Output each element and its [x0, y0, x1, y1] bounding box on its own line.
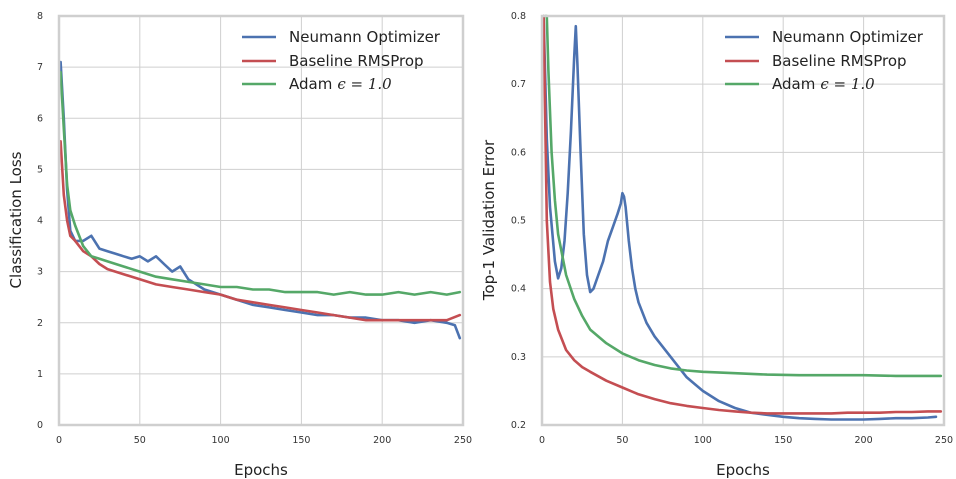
- y-tick-label: 8: [37, 11, 43, 22]
- y-tick-label: 0.4: [511, 284, 526, 295]
- x-tick-label: 0: [56, 435, 62, 446]
- x-tick-label: 50: [616, 435, 628, 446]
- x-tick-label: 100: [694, 435, 712, 446]
- legend-adam-epsilon: ϵ = 1.0: [337, 75, 392, 93]
- adam-line: [59, 70, 462, 296]
- tick-labels: 0 50 100 150 200 250 0.2 0.3 0.4 0.5 0.6 0.7 0.8: [511, 11, 953, 446]
- x-tick-label: 100: [212, 435, 230, 446]
- legend-adam-word: Adam: [289, 75, 332, 93]
- classification-loss-panel: 0 50 100 150 200 250 0 1 2 3 4 5 6 7 8 Epochs Classifi…: [7, 11, 472, 479]
- y-tick-label: 7: [37, 62, 43, 73]
- y-tick-label: 6: [37, 113, 43, 124]
- y-tick-label: 3: [37, 267, 43, 278]
- y-tick-label: 0.8: [511, 11, 526, 22]
- series-lines: [59, 60, 462, 340]
- y-tick-label: 4: [37, 216, 43, 227]
- legend-label-neumann: Neumann Optimizer: [289, 28, 441, 46]
- x-tick-label: 200: [855, 435, 873, 446]
- legend-label-baseline: Baseline RMSProp: [772, 52, 907, 70]
- x-tick-label: 150: [292, 435, 310, 446]
- grid: [541, 15, 945, 426]
- y-axis-label: Classification Loss: [7, 151, 25, 288]
- legend-label-baseline: Baseline RMSProp: [289, 52, 424, 70]
- x-tick-label: 150: [774, 435, 792, 446]
- legend-adam-word: Adam: [772, 75, 815, 93]
- x-axis-label: Epochs: [716, 461, 770, 479]
- legend: Neumann Optimizer Baseline RMSProp Adam ϵ…: [725, 28, 924, 93]
- y-tick-label: 2: [37, 318, 43, 329]
- baseline-rmsprop-line: [59, 140, 462, 322]
- y-tick-label: 0.7: [511, 79, 526, 90]
- x-tick-label: 200: [373, 435, 391, 446]
- legend-adam-epsilon: ϵ = 1.0: [820, 75, 875, 93]
- x-tick-label: 0: [539, 435, 545, 446]
- legend-label-adam: Adam ϵ = 1.0: [772, 75, 875, 93]
- x-tick-label: 50: [134, 435, 146, 446]
- y-tick-label: 0.6: [511, 147, 526, 158]
- y-tick-label: 0.2: [511, 420, 526, 431]
- y-tick-label: 0.3: [511, 352, 526, 363]
- y-tick-label: 0.5: [511, 216, 526, 227]
- y-axis-label: Top-1 Validation Error: [480, 139, 498, 301]
- plot-frame: [57, 14, 465, 427]
- plot-frame: [540, 14, 946, 427]
- legend-label-neumann: Neumann Optimizer: [772, 28, 924, 46]
- y-tick-label: 1: [37, 369, 43, 380]
- y-tick-label: 5: [37, 164, 43, 175]
- tick-labels: 0 50 100 150 200 250 0 1 2 3 4 5 6 7 8: [37, 11, 472, 446]
- validation-error-panel: 0 50 100 150 200 250 0.2 0.3 0.4 0.5 0.6 0.7 0.8 Epo…: [480, 11, 953, 479]
- adam-line: [543, 14, 943, 378]
- legend: Neumann Optimizer Baseline RMSProp Adam ϵ…: [242, 28, 441, 93]
- neumann-optimizer-line: [542, 14, 938, 421]
- x-axis-label: Epochs: [234, 461, 288, 479]
- series-lines: [542, 14, 943, 421]
- baseline-rmsprop-line: [542, 14, 943, 415]
- neumann-optimizer-line: [59, 60, 462, 340]
- grid: [58, 15, 464, 426]
- y-tick-label: 0: [37, 420, 43, 431]
- legend-label-adam: Adam ϵ = 1.0: [289, 75, 392, 93]
- x-tick-label: 250: [935, 435, 953, 446]
- x-tick-label: 250: [454, 435, 472, 446]
